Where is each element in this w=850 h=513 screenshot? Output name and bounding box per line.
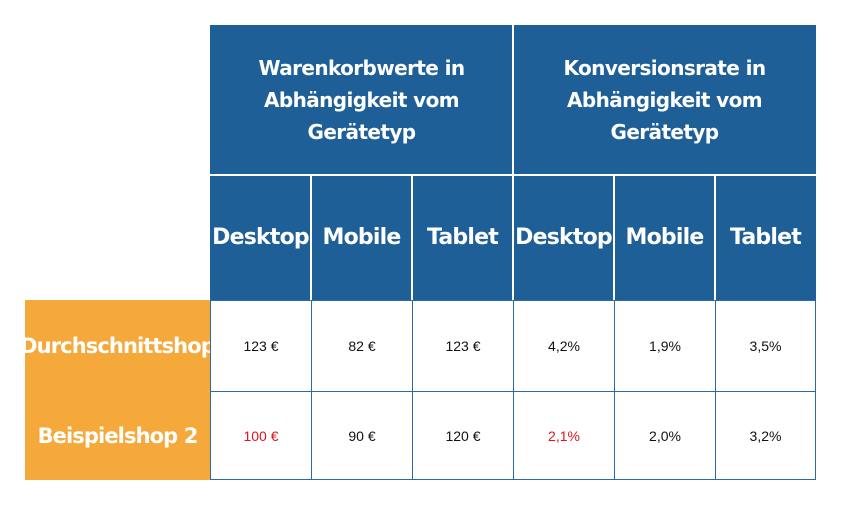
group-header-line2: Abhängigkeit vom Gerätetyp bbox=[567, 88, 763, 144]
row-label: Durchschnittshop bbox=[20, 300, 216, 392]
cart-value-mobile: 90 € bbox=[311, 392, 412, 480]
cart-value-mobile: 82 € bbox=[311, 300, 412, 392]
header-divider bbox=[613, 175, 615, 300]
conversion-rate-desktop: 4,2% bbox=[513, 300, 614, 392]
device-header-mobile: Mobile bbox=[311, 175, 412, 300]
group-header-line1: Warenkorbwerte in bbox=[258, 56, 465, 80]
device-header-desktop: Desktop bbox=[513, 175, 614, 300]
device-header-tablet: Tablet bbox=[412, 175, 513, 300]
conversion-rate-tablet: 3,5% bbox=[715, 300, 816, 392]
conversion-rate-desktop: 2,1% bbox=[513, 392, 614, 480]
cart-value-tablet: 123 € bbox=[412, 300, 513, 392]
cart-value-desktop: 123 € bbox=[210, 300, 311, 392]
group-header-line1: Konversionsrate in bbox=[563, 56, 767, 80]
group-header-line2: Abhängigkeit vom Gerätetyp bbox=[264, 88, 460, 144]
conversion-rate-mobile: 1,9% bbox=[614, 300, 715, 392]
header-divider bbox=[411, 175, 413, 300]
header-divider bbox=[512, 25, 514, 300]
device-header-tablet: Tablet bbox=[715, 175, 816, 300]
device-header-desktop: Desktop bbox=[210, 175, 311, 300]
header-divider bbox=[310, 175, 312, 300]
group-header-conversion-rate: Konversionsrate in Abhängigkeit vom Gerä… bbox=[513, 25, 816, 175]
header-divider bbox=[714, 175, 716, 300]
conversion-rate-mobile: 2,0% bbox=[614, 392, 715, 480]
group-header-cart-values: Warenkorbwerte in Abhängigkeit vom Gerät… bbox=[210, 25, 513, 175]
conversion-rate-tablet: 3,2% bbox=[715, 392, 816, 480]
header-divider bbox=[210, 174, 816, 176]
device-header-mobile: Mobile bbox=[614, 175, 715, 300]
row-label: Beispielshop 2 bbox=[25, 392, 210, 480]
cart-value-desktop: 100 € bbox=[210, 392, 311, 480]
cart-value-tablet: 120 € bbox=[412, 392, 513, 480]
